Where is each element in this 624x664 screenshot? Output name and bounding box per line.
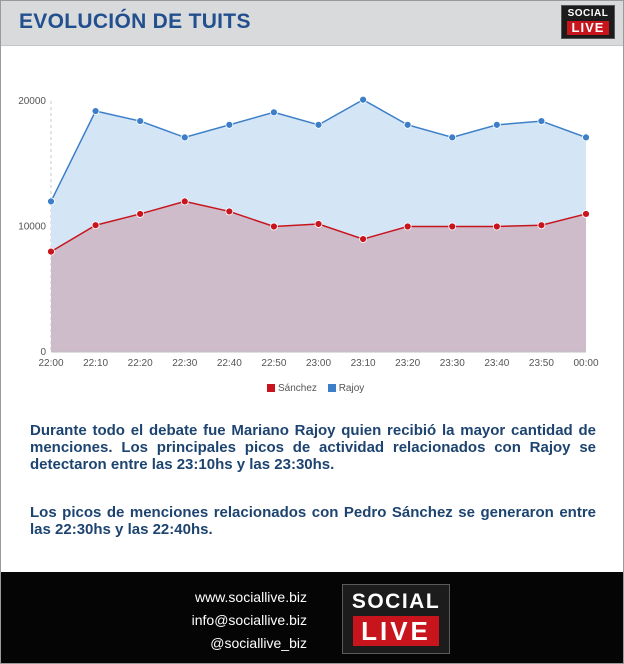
x-tick-label-10: 23:40	[484, 358, 509, 369]
point-rajoy-8	[403, 120, 412, 129]
x-tick-label-9: 23:30	[440, 358, 465, 369]
page-title: EVOLUCIÓN DE TUITS	[19, 10, 251, 33]
x-tick-label-2: 22:20	[128, 358, 153, 369]
point-sanchez-4	[225, 207, 234, 216]
y-tick-label-1: 10000	[18, 222, 46, 233]
footer-logo-word-live: LIVE	[353, 616, 439, 646]
point-sanchez-10	[492, 222, 501, 231]
footer: www.sociallive.biz info@sociallive.biz @…	[1, 572, 623, 663]
area-sanchez	[51, 201, 586, 352]
point-sanchez-6	[314, 220, 323, 228]
tweets-area-chart: 0 10000 20000 22:00 22:10 22:20 22:30 22:40 22:5…	[18, 95, 599, 369]
description-paragraph-1: Durante todo el debate fue Mariano Rajoy…	[30, 422, 596, 473]
point-sanchez-2	[136, 210, 145, 218]
logo-word-social: SOCIAL	[567, 8, 609, 19]
footer-logo-word-social: SOCIAL	[351, 590, 441, 613]
point-sanchez-9	[448, 222, 457, 231]
y-tick-label-0: 0	[40, 347, 46, 358]
point-rajoy-3	[180, 133, 189, 142]
website-link[interactable]: www.sociallive.biz	[194, 589, 307, 605]
point-rajoy-0	[47, 197, 55, 206]
point-rajoy-5	[270, 108, 278, 117]
x-tick-label-12: 00:00	[573, 358, 598, 369]
x-tick-label-8: 23:20	[395, 358, 420, 369]
x-tick-label-4: 22:40	[217, 358, 242, 369]
point-sanchez-8	[403, 222, 412, 231]
x-tick-label-1: 22:10	[83, 358, 108, 369]
email-link[interactable]: info@sociallive.biz	[191, 612, 307, 628]
point-rajoy-10	[492, 120, 501, 129]
legend-item-rajoy: Rajoy	[327, 383, 365, 394]
y-tick-label-2: 20000	[18, 96, 46, 107]
legend-item-sanchez: Sánchez	[267, 383, 317, 394]
logo-word-live: LIVE	[567, 21, 609, 35]
point-rajoy-7	[359, 95, 367, 104]
point-sanchez-5	[270, 222, 278, 231]
point-sanchez-7	[359, 235, 367, 243]
x-tick-label-6: 23:00	[306, 358, 331, 369]
point-rajoy-4	[225, 120, 234, 129]
point-rajoy-9	[448, 133, 457, 142]
social-live-footer-logo: SOCIAL LIVE	[342, 584, 450, 654]
twitter-handle-link[interactable]: @sociallive_biz	[210, 635, 307, 651]
point-rajoy-11	[537, 117, 546, 125]
header-bar: EVOLUCIÓN DE TUITS SOCIAL LIVE	[1, 1, 623, 46]
point-sanchez-3	[180, 197, 189, 206]
point-rajoy-6	[314, 120, 323, 129]
point-sanchez-12	[582, 210, 590, 218]
x-tick-label-3: 22:30	[172, 358, 197, 369]
x-tick-label-11: 23:50	[529, 358, 554, 369]
legend-label-sanchez: Sánchez	[278, 383, 317, 394]
point-sanchez-0	[47, 247, 55, 256]
legend-label-rajoy: Rajoy	[338, 383, 365, 394]
x-tick-label-7: 23:10	[351, 358, 376, 369]
description-paragraph-2: Los picos de menciones relacionados con …	[30, 504, 596, 538]
point-sanchez-11	[537, 221, 546, 230]
legend-swatch-rajoy	[327, 384, 336, 392]
point-rajoy-1	[91, 107, 100, 115]
contact-links: www.sociallive.biz info@sociallive.biz @…	[192, 586, 307, 655]
x-tick-label-0: 22:00	[38, 358, 63, 369]
legend-swatch-sanchez	[267, 384, 275, 392]
point-rajoy-2	[136, 117, 145, 125]
social-live-logo: SOCIAL LIVE	[561, 5, 615, 39]
point-sanchez-1	[91, 221, 100, 230]
chart-legend: Sánchez Rajoy	[267, 383, 372, 394]
x-tick-label-5: 22:50	[261, 358, 286, 369]
point-rajoy-12	[582, 133, 590, 142]
